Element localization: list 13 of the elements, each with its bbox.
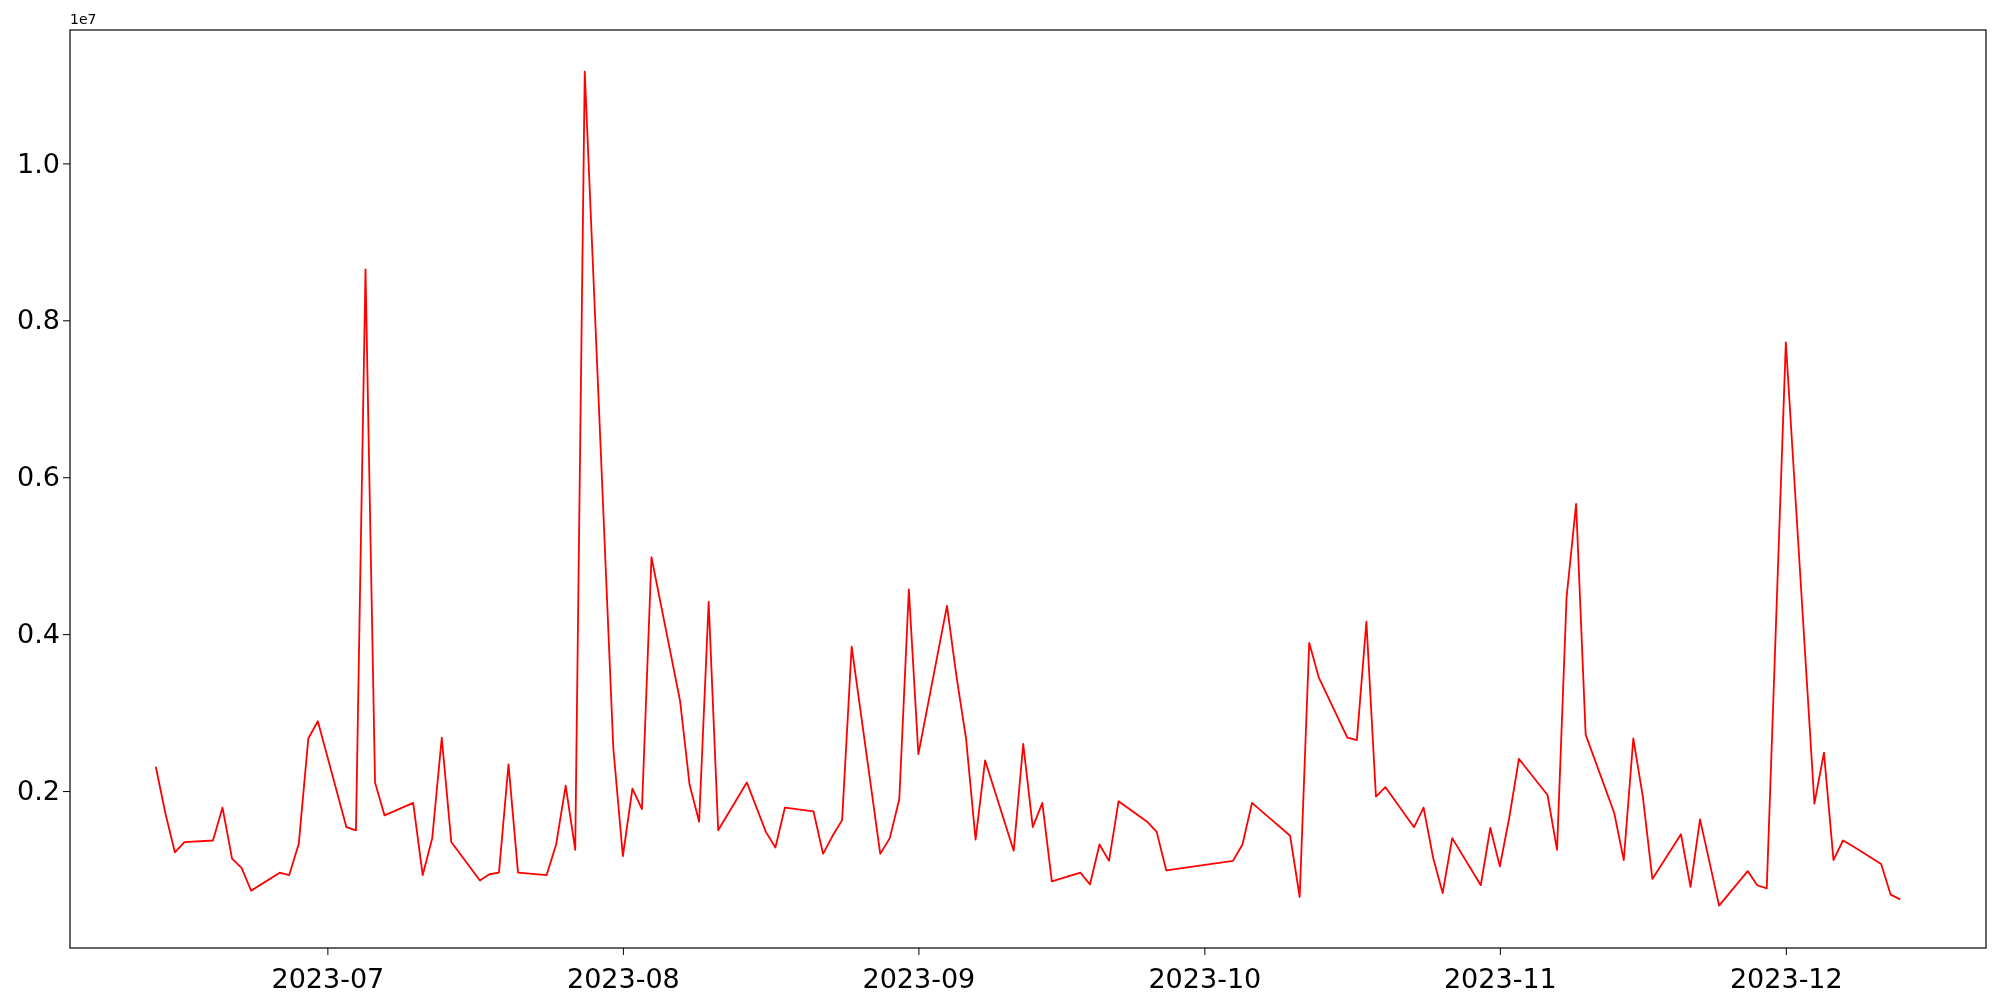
x-tick-label: 2023-07 <box>271 962 385 994</box>
x-tick-label: 2023-10 <box>1148 962 1262 994</box>
y-tick-label: 1.0 <box>17 147 60 179</box>
x-tick-label: 2023-11 <box>1443 962 1557 994</box>
y-tick-label: 0.6 <box>17 461 60 493</box>
x-tick-label: 2023-12 <box>1729 962 1843 994</box>
x-tick-label: 2023-09 <box>862 962 976 994</box>
x-tick-label: 2023-08 <box>566 962 680 994</box>
y-tick-label: 0.4 <box>17 618 60 650</box>
line-series <box>154 70 1902 907</box>
y-tick-label: 0.2 <box>17 775 60 807</box>
y-tick-label: 0.8 <box>17 304 60 336</box>
text: 1e7 <box>70 11 97 27</box>
